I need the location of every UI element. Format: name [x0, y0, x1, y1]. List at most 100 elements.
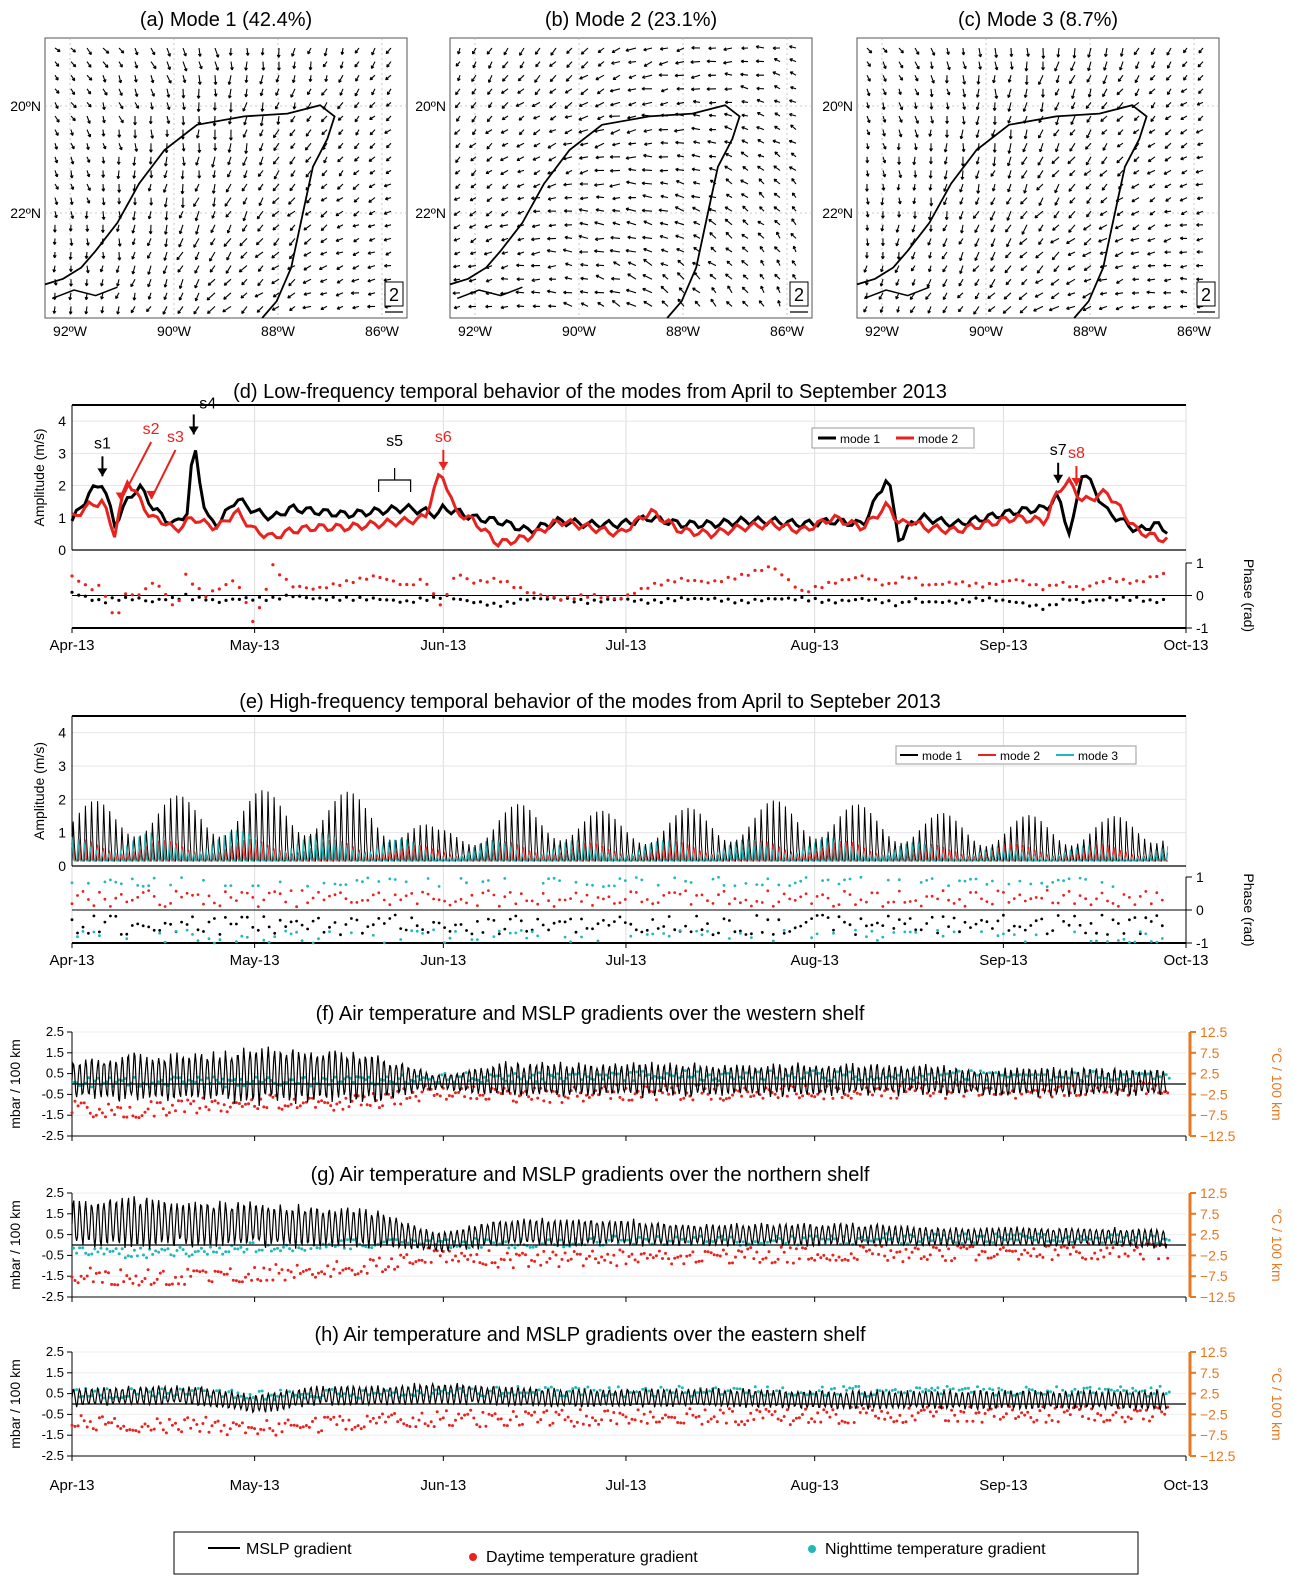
- phase-point: [87, 881, 90, 885]
- daytime-point: [861, 1407, 865, 1410]
- nighttime-point: [516, 1385, 520, 1388]
- map-lat-label: 20ºN: [10, 98, 41, 114]
- daytime-point: [289, 1102, 293, 1106]
- daytime-point: [216, 1419, 220, 1423]
- daytime-point: [405, 1253, 409, 1257]
- daytime-point: [551, 1421, 555, 1425]
- daytime-point: [320, 1270, 324, 1274]
- phase-point: [136, 922, 140, 926]
- daytime-point: [298, 1104, 302, 1108]
- daytime-point: [481, 1093, 485, 1097]
- daytime-point: [1044, 1420, 1048, 1424]
- nighttime-point: [963, 1077, 967, 1081]
- phase-point: [961, 598, 965, 602]
- daytime-point: [919, 1409, 923, 1412]
- daytime-point: [572, 1250, 576, 1253]
- daytime-point: [475, 1253, 479, 1256]
- phase-point: [358, 595, 362, 600]
- phase-point: [880, 583, 884, 587]
- daytime-point: [566, 1415, 570, 1419]
- nighttime-point: [437, 1392, 441, 1396]
- daytime-point: [776, 1096, 780, 1100]
- phase-point: [547, 899, 550, 903]
- phase-point: [591, 927, 594, 931]
- daytime-point: [892, 1420, 896, 1424]
- nighttime-point: [671, 1074, 675, 1078]
- daytime-point: [673, 1416, 677, 1420]
- daytime-point: [615, 1264, 619, 1268]
- daytime-point: [143, 1277, 147, 1280]
- phase-point: [185, 923, 189, 926]
- phase-point: [539, 597, 543, 601]
- daytime-point: [1065, 1246, 1069, 1250]
- phase-point: [947, 925, 950, 928]
- daytime-point: [365, 1271, 369, 1275]
- daytime-point: [801, 1246, 804, 1250]
- daytime-point: [557, 1413, 561, 1417]
- phase-point: [322, 881, 326, 885]
- daytime-point: [158, 1421, 162, 1425]
- y-tick-label: 1: [58, 825, 66, 841]
- phase-point: [273, 935, 277, 939]
- daytime-point: [1102, 1420, 1106, 1424]
- daytime-point: [1004, 1249, 1008, 1253]
- daytime-point: [807, 1421, 811, 1424]
- phase-point: [733, 897, 737, 901]
- daytime-point: [381, 1412, 384, 1416]
- daytime-point: [545, 1409, 549, 1413]
- annotation-arrowhead: [146, 490, 157, 499]
- phase-point: [110, 611, 114, 615]
- phase-point: [679, 576, 684, 580]
- nighttime-point: [595, 1240, 599, 1244]
- nighttime-point: [845, 1388, 849, 1392]
- daytime-point: [183, 1418, 187, 1422]
- phase-point: [987, 581, 992, 586]
- phase-point: [673, 580, 677, 584]
- map-panel-1: (a) Mode 1 (42.4%)92ºW 90ºW 88ºW 86ºW20ºN22…: [10, 9, 408, 339]
- daytime-point: [688, 1253, 692, 1257]
- phase-point: [800, 588, 804, 593]
- daytime-point: [880, 1094, 884, 1098]
- daytime-point: [950, 1259, 954, 1263]
- nighttime-point: [912, 1078, 916, 1082]
- nighttime-point: [108, 1250, 112, 1253]
- daytime-point: [743, 1255, 747, 1259]
- daytime-point: [718, 1254, 722, 1258]
- daytime-point: [913, 1246, 917, 1250]
- phase-point: [653, 581, 657, 585]
- phase-point: [377, 891, 381, 895]
- daytime-point: [97, 1271, 101, 1275]
- nighttime-point: [1067, 1076, 1071, 1080]
- daytime-point: [244, 1431, 247, 1435]
- phase-point: [837, 903, 841, 906]
- x-tick-label: Aug-13: [790, 637, 838, 654]
- phase-point: [77, 579, 81, 583]
- phase-point: [813, 596, 817, 601]
- daytime-point: [1138, 1409, 1142, 1412]
- nighttime-point: [580, 1393, 584, 1397]
- daytime-point: [420, 1090, 424, 1094]
- phase-point: [826, 878, 830, 882]
- nighttime-point: [805, 1393, 809, 1397]
- nighttime-point: [482, 1075, 486, 1079]
- phase-point: [750, 932, 753, 936]
- nighttime-point: [836, 1392, 839, 1396]
- daytime-point: [721, 1411, 725, 1415]
- daytime-point: [536, 1096, 540, 1100]
- phase-point: [306, 927, 309, 931]
- daytime-point: [1014, 1096, 1018, 1100]
- daytime-point: [819, 1420, 823, 1424]
- nighttime-point: [769, 1393, 772, 1396]
- nighttime-point: [1097, 1387, 1101, 1391]
- phase-point: [295, 919, 298, 923]
- daytime-point: [177, 1099, 180, 1103]
- phase-point: [853, 576, 858, 580]
- daytime-point: [286, 1268, 290, 1272]
- phase-point: [1012, 897, 1016, 900]
- phase-point: [432, 595, 436, 599]
- daytime-point: [761, 1416, 765, 1420]
- phase-point: [766, 889, 770, 893]
- phase-point: [207, 894, 211, 898]
- phase-point: [788, 930, 792, 933]
- phase-tick-label: 0: [1196, 902, 1204, 918]
